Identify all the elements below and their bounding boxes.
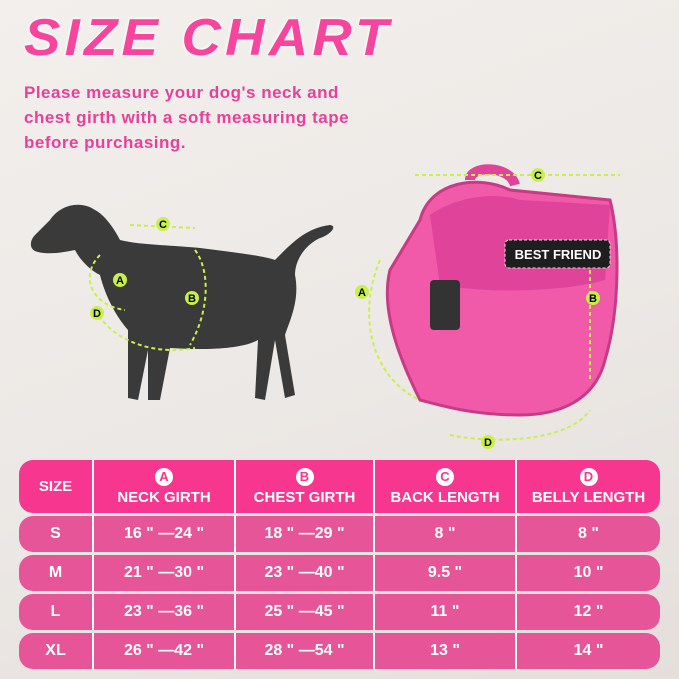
cell: 10 " (515, 555, 660, 591)
patch-text: BEST FRIEND (515, 247, 602, 262)
header-back-length: C BACK LENGTH (373, 460, 515, 513)
table-header: SIZE A NECK GIRTH B CHEST GIRTH C BACK LENG… (19, 460, 660, 513)
cell: 23 " —36 " (92, 594, 234, 630)
dog-silhouette (30, 204, 334, 400)
cell: 8 " (515, 516, 660, 552)
label-b: B (188, 293, 196, 305)
cell: L (50, 603, 61, 620)
cell: 21 " —30 " (92, 555, 234, 591)
cell: 28 " —54 " (234, 633, 373, 669)
cell: 16 " —24 " (92, 516, 234, 552)
header-chest-girth: B CHEST GIRTH (234, 460, 373, 513)
label-a: A (116, 275, 124, 287)
table-row: XL 26 " —42 " 28 " —54 " 13 " 14 " (19, 633, 660, 669)
cell: 23 " —40 " (234, 555, 373, 591)
harness-label-a: A (358, 287, 366, 299)
cell: 18 " —29 " (234, 516, 373, 552)
header-size: SIZE (38, 478, 73, 495)
table-row: M 21 " —30 " 23 " —40 " 9.5 " 10 " (19, 555, 660, 591)
cell: 14 " (515, 633, 660, 669)
cell: M (48, 564, 63, 581)
label-d: D (93, 308, 101, 320)
cell: 8 " (373, 516, 515, 552)
cell: 9.5 " (373, 555, 515, 591)
cell: 13 " (373, 633, 515, 669)
cell: 26 " —42 " (92, 633, 234, 669)
label-c: C (159, 219, 167, 231)
table-row: L 23 " —36 " 25 " —45 " 11 " 12 " (19, 594, 660, 630)
cell: S (50, 525, 61, 542)
page-title: SIZE CHART (24, 9, 393, 67)
dog-measurement-diagram: A B C D (30, 204, 334, 400)
harness-measurement-diagram: BEST FRIEND C A B D (355, 164, 620, 449)
header-neck-girth: A NECK GIRTH (92, 460, 234, 513)
harness-label-c: C (534, 170, 542, 182)
table-row: S 16 " —24 " 18 " —29 " 8 " 8 " (19, 516, 660, 552)
dog-labels: A B C D (90, 217, 199, 320)
cell: 11 " (373, 594, 515, 630)
header-belly-length: D BELLY LENGTH (515, 460, 660, 513)
cell: 12 " (515, 594, 660, 630)
harness-label-b: B (589, 293, 597, 305)
cell: XL (45, 642, 66, 659)
cell: 25 " —45 " (234, 594, 373, 630)
harness-label-d: D (484, 437, 492, 449)
size-table: SIZE A NECK GIRTH B CHEST GIRTH C BACK LENG… (19, 460, 660, 672)
subtitle: Please measure your dog's neck and chest… (24, 83, 350, 152)
